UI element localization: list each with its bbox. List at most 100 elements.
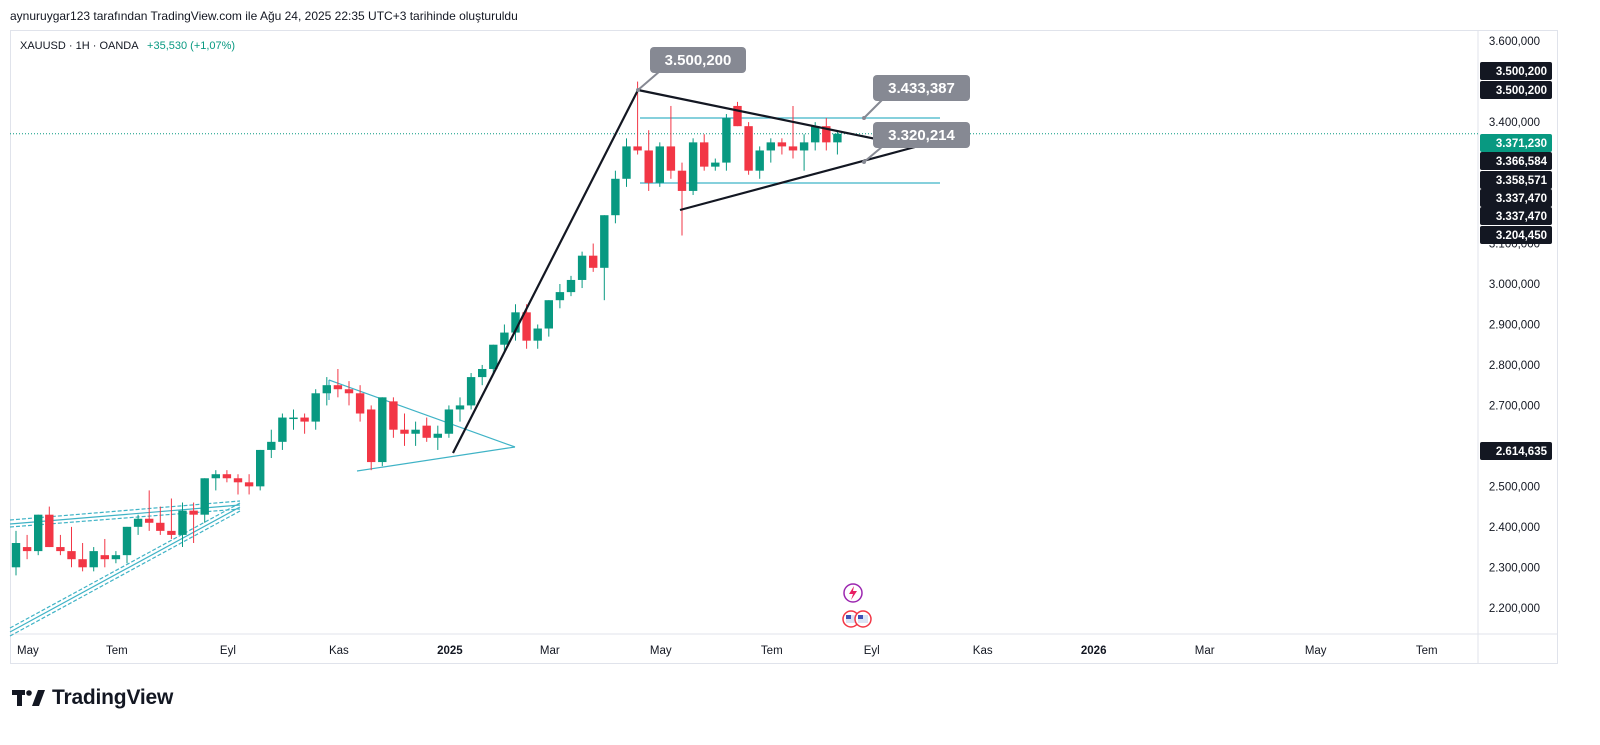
candle-body	[278, 417, 287, 442]
price-tag-label: 3.366,584	[1496, 156, 1548, 168]
candle-body	[367, 409, 376, 463]
candle-body	[178, 510, 187, 535]
candle-body	[589, 255, 598, 268]
price-tags: 3.500,200 3.500,200 3.366,584 3.358,571 3.33…	[1480, 62, 1552, 460]
candle-body	[511, 312, 520, 333]
price-tick-label: 2.200,000	[1489, 603, 1540, 615]
event-icons	[842, 583, 872, 628]
price-tag: 3.500,200	[1480, 62, 1552, 80]
callout-anchor	[636, 88, 640, 92]
price-tick-label: 2.500,000	[1489, 481, 1540, 493]
time-tick-label: 2025	[437, 645, 463, 657]
candle-body	[533, 328, 542, 341]
time-tick-label: 2026	[1081, 645, 1107, 657]
current-price-box	[1480, 134, 1552, 152]
candle-body	[311, 393, 320, 422]
candle-body	[655, 146, 664, 183]
candle-body	[244, 482, 254, 487]
callout-box	[650, 47, 746, 73]
candle-body	[722, 118, 731, 163]
price-tick-label: 3.400,000	[1489, 117, 1540, 129]
candle-body	[677, 170, 687, 191]
price-tick-label: 2.900,000	[1489, 319, 1540, 331]
trend-line	[679, 145, 916, 212]
candle-body	[611, 178, 620, 216]
candle-body	[100, 555, 109, 560]
callout-pointer	[637, 70, 661, 91]
pattern-line	[356, 446, 516, 472]
price-tick-label: 3.600,000	[1489, 36, 1540, 48]
price-tag: 3.337,470	[1480, 189, 1552, 207]
candle-body	[300, 417, 309, 422]
candle-body	[433, 433, 442, 438]
candle-body	[577, 255, 587, 280]
callout-box	[873, 75, 970, 101]
price-tag-label: 2.614,635	[1496, 446, 1548, 458]
candle-body	[355, 393, 365, 414]
callout-label: 3.433,387	[888, 80, 955, 97]
candle-body	[489, 344, 498, 369]
candle-body	[156, 522, 165, 531]
price-tag: 3.358,571	[1480, 171, 1552, 189]
candle-body	[711, 162, 720, 167]
candle-body	[200, 478, 209, 515]
candle-body	[11, 543, 21, 568]
price-tag-label: 3.337,470	[1496, 211, 1547, 223]
flag-canton	[846, 615, 851, 619]
price-callout: 3.433,387	[862, 75, 970, 120]
candle-body	[544, 300, 553, 329]
candle-body	[788, 146, 798, 151]
flag-canton	[858, 615, 863, 619]
time-tick-label: May	[650, 645, 672, 657]
time-tick-label: Kas	[973, 645, 993, 657]
price-tick-label: 3.000,000	[1489, 279, 1540, 291]
candle-body	[145, 518, 154, 523]
time-tick-label: Eyl	[220, 645, 236, 657]
trend-lines	[452, 88, 916, 454]
time-tick-label: Tem	[761, 645, 783, 657]
pattern-line	[9, 506, 241, 633]
price-tag-label: 3.337,470	[1496, 193, 1547, 205]
callout-anchor	[862, 160, 866, 164]
price-tag: 3.366,584	[1480, 152, 1552, 170]
price-tick-label: 2.300,000	[1489, 562, 1540, 574]
candle-body	[555, 292, 565, 301]
change-label: +35,530 (+1,07%)	[147, 40, 236, 52]
candle-body	[222, 474, 232, 479]
candle-body	[378, 397, 387, 463]
candle-body	[56, 547, 65, 552]
pattern-line	[9, 502, 241, 629]
candle-body	[89, 551, 98, 568]
candle-body	[67, 551, 76, 560]
price-tag-label: 3.500,200	[1496, 85, 1547, 97]
candle-body	[688, 142, 698, 191]
pattern-drawings	[9, 117, 940, 637]
symbol-label[interactable]: XAUUSD · 1H · OANDA	[20, 40, 138, 52]
candle-body	[777, 142, 787, 147]
candle-body	[700, 142, 709, 167]
price-axis: 3.600,0003.400,0003.100,0003.000,0002.90…	[1489, 36, 1540, 615]
time-tick-label: May	[1305, 645, 1327, 657]
brand-logo[interactable]: TradingView	[12, 686, 173, 710]
candle-body	[833, 133, 842, 143]
candle-body	[45, 514, 54, 548]
candle-body	[233, 478, 243, 483]
candle-body	[267, 441, 276, 450]
time-tick-label: May	[17, 645, 39, 657]
candle-body	[133, 518, 143, 527]
pattern-line	[9, 510, 241, 637]
candle-body	[666, 146, 676, 171]
candle-body	[755, 150, 764, 171]
price-tag-box	[1480, 189, 1552, 207]
candle-body	[34, 514, 43, 552]
candle-body	[478, 368, 487, 378]
candle-body	[78, 559, 87, 568]
candle-body	[822, 126, 831, 143]
candle-body	[411, 429, 420, 434]
price-tag-box	[1480, 152, 1552, 170]
symbol-legend: XAUUSD · 1H · OANDA +35,530 (+1,07%)	[20, 40, 235, 52]
time-tick-label: Tem	[106, 645, 128, 657]
lightning-icon	[849, 586, 857, 600]
time-tick-label: Eyl	[864, 645, 880, 657]
